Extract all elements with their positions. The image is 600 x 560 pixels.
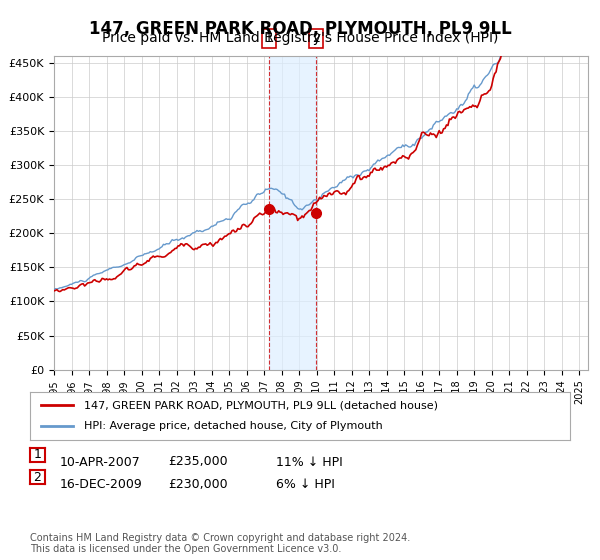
Text: £230,000: £230,000 bbox=[168, 478, 227, 491]
Text: 147, GREEN PARK ROAD, PLYMOUTH, PL9 9LL: 147, GREEN PARK ROAD, PLYMOUTH, PL9 9LL bbox=[89, 20, 511, 38]
Text: 2: 2 bbox=[312, 32, 320, 45]
Text: 1: 1 bbox=[34, 449, 41, 461]
Text: 147, GREEN PARK ROAD, PLYMOUTH, PL9 9LL (detached house): 147, GREEN PARK ROAD, PLYMOUTH, PL9 9LL … bbox=[84, 400, 438, 410]
Text: 6% ↓ HPI: 6% ↓ HPI bbox=[276, 478, 335, 491]
Text: 16-DEC-2009: 16-DEC-2009 bbox=[60, 478, 143, 491]
Text: 10-APR-2007: 10-APR-2007 bbox=[60, 455, 141, 469]
Bar bbox=[269, 56, 316, 370]
Text: HPI: Average price, detached house, City of Plymouth: HPI: Average price, detached house, City… bbox=[84, 421, 383, 431]
Text: Contains HM Land Registry data © Crown copyright and database right 2024.
This d: Contains HM Land Registry data © Crown c… bbox=[30, 533, 410, 554]
Text: Price paid vs. HM Land Registry's House Price Index (HPI): Price paid vs. HM Land Registry's House … bbox=[102, 31, 498, 45]
Text: 1: 1 bbox=[265, 32, 273, 45]
Text: 2: 2 bbox=[34, 471, 41, 484]
Text: £235,000: £235,000 bbox=[168, 455, 227, 469]
Text: 11% ↓ HPI: 11% ↓ HPI bbox=[276, 455, 343, 469]
